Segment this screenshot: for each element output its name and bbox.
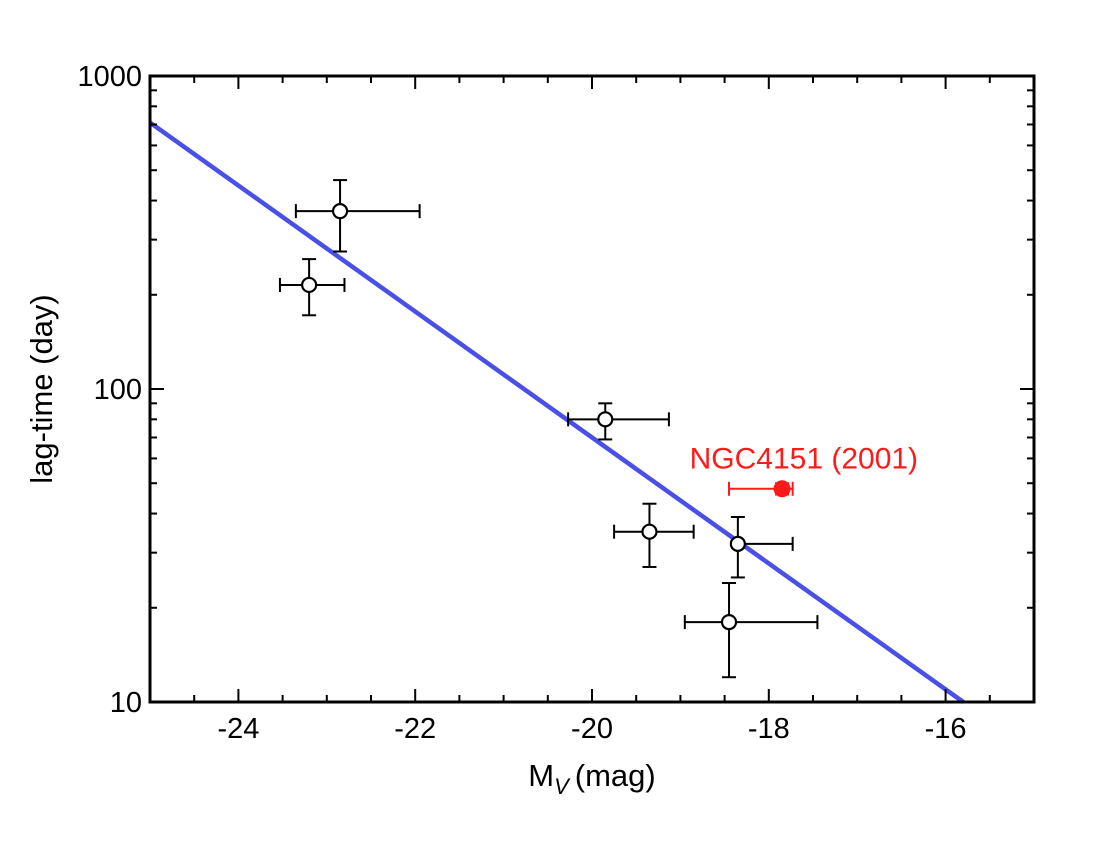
ngc4151-point bbox=[728, 480, 794, 498]
x-tick-label: -18 bbox=[748, 713, 790, 745]
x-tick-label: -22 bbox=[394, 713, 436, 745]
data-point bbox=[278, 258, 346, 317]
y-tick-label: 100 bbox=[94, 374, 142, 406]
annotation-ngc4151: NGC4151 (2001) bbox=[690, 442, 918, 475]
data-point bbox=[613, 502, 695, 568]
x-axis-title-unit: (mag) bbox=[575, 758, 656, 793]
data-point bbox=[729, 515, 794, 579]
x-axis-title-main: M bbox=[528, 758, 554, 793]
ticks-layer bbox=[149, 76, 1035, 703]
fit-line bbox=[148, 120, 965, 704]
fit-line-layer bbox=[148, 120, 965, 704]
x-axis-title: MV (mag) bbox=[528, 758, 655, 799]
data-point bbox=[683, 581, 819, 679]
y-tick-label: 1000 bbox=[77, 61, 142, 93]
x-tick-label: -24 bbox=[217, 713, 259, 745]
marker-open-circle bbox=[597, 411, 614, 428]
x-tick-label: -16 bbox=[925, 713, 967, 745]
x-axis-title-subscript: V bbox=[554, 774, 571, 799]
y-axis-title: lag-time (day) bbox=[24, 294, 59, 484]
marker-open-circle bbox=[641, 523, 658, 540]
x-tick-label: -20 bbox=[571, 713, 613, 745]
data-point bbox=[567, 402, 670, 441]
marker-filled-circle bbox=[773, 480, 791, 498]
data-point bbox=[294, 179, 421, 253]
marker-open-circle bbox=[720, 613, 738, 631]
y-tick-label: 10 bbox=[110, 687, 142, 719]
plot-frame bbox=[148, 74, 1036, 704]
marker-open-circle bbox=[301, 276, 318, 294]
data-points-layer bbox=[278, 179, 819, 679]
tick-labels-layer: -24 -22 -20 -18 -16 10 100 1000 bbox=[77, 61, 966, 745]
marker-open-circle bbox=[729, 535, 746, 552]
marker-open-circle bbox=[331, 203, 349, 220]
